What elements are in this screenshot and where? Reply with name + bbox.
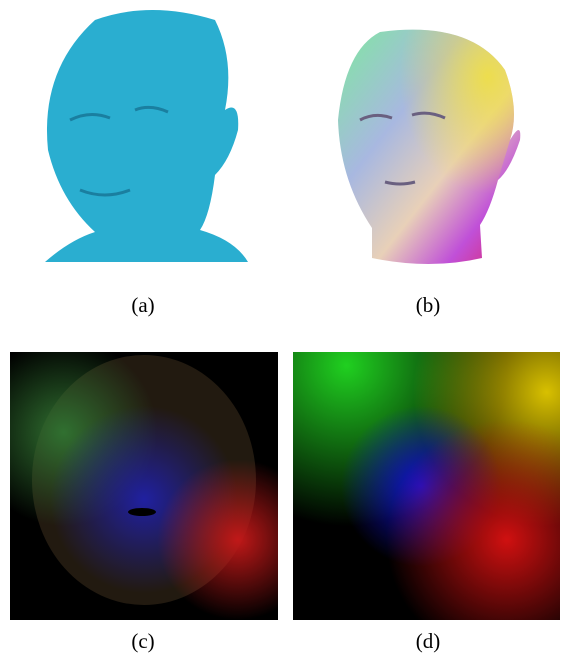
caption: (c) xyxy=(131,629,154,653)
panel-b xyxy=(338,30,520,264)
panel-d xyxy=(293,352,560,620)
caption: (d) xyxy=(416,629,441,653)
caption: (b) xyxy=(416,293,441,317)
figure: (a) (b) (c) (d) xyxy=(0,0,561,664)
panel-a xyxy=(45,10,248,262)
panel-c xyxy=(10,352,278,620)
caption: (a) xyxy=(131,293,154,317)
